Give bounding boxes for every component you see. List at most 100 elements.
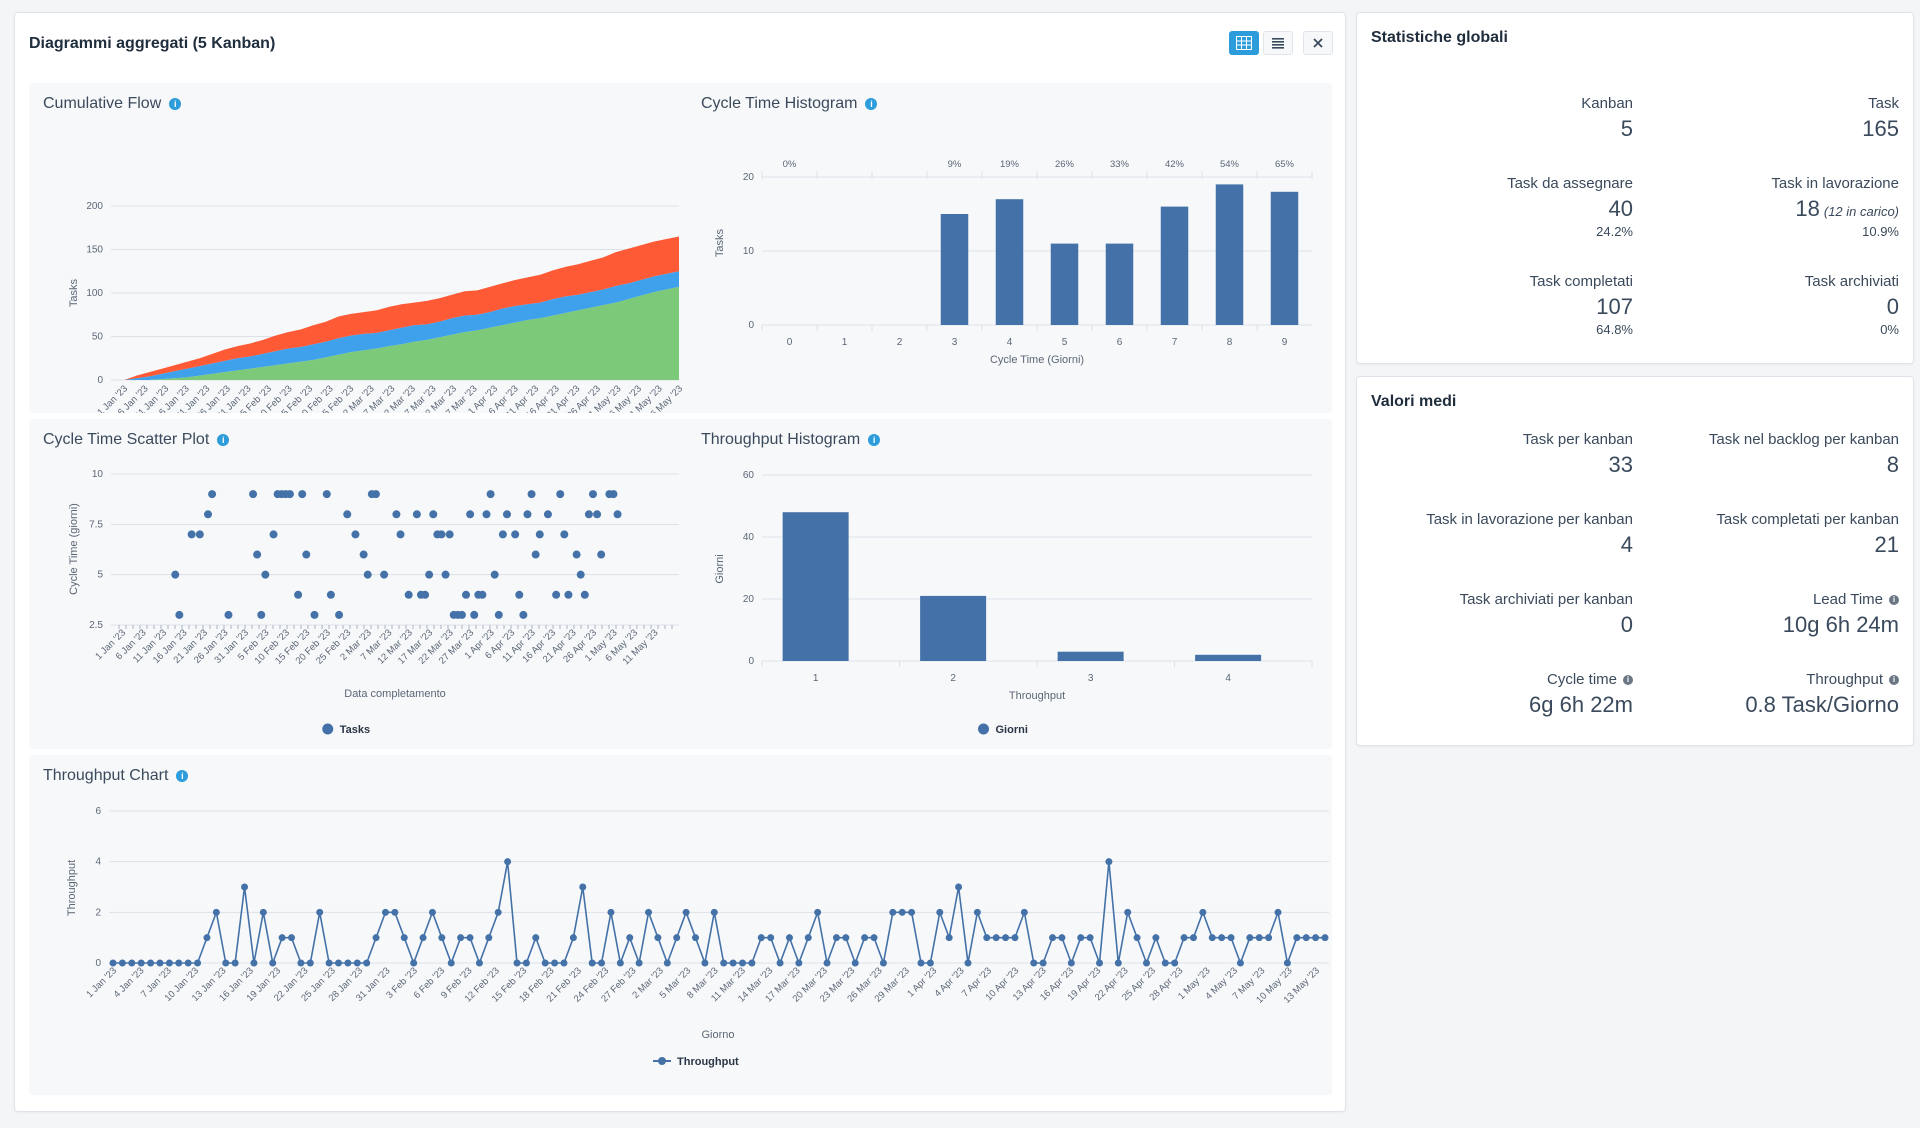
data-point: [482, 510, 491, 519]
avg-completed-per-kanban: Task completati per kanban 21: [1716, 511, 1899, 557]
data-point: [1077, 934, 1085, 942]
data-point: [371, 490, 380, 499]
data-point: [425, 570, 434, 579]
info-icon[interactable]: i: [865, 98, 878, 110]
y-tick-label: 2: [95, 907, 101, 918]
data-point: [861, 934, 869, 942]
data-point: [1293, 934, 1301, 942]
data-point: [259, 908, 267, 916]
data-point: [109, 959, 117, 967]
y-tick-label: 0: [97, 375, 103, 386]
data-point: [1152, 934, 1160, 942]
x-axis-label: Cycle Time (Giorni): [990, 354, 1084, 366]
x-axis-label: Data completamento: [344, 688, 446, 700]
legend-label: Throughput: [677, 1056, 739, 1068]
info-icon[interactable]: i: [217, 434, 230, 446]
data-point: [288, 934, 296, 942]
bar: [782, 512, 849, 661]
y-tick-label: 40: [743, 532, 755, 543]
panel-toolbar: [1229, 31, 1333, 55]
data-point: [351, 530, 360, 539]
data-point: [419, 934, 427, 942]
y-tick-label: 10: [743, 246, 755, 257]
data-point: [515, 590, 524, 599]
data-point: [522, 959, 530, 967]
data-point: [597, 550, 606, 559]
y-axis-label: Throughput: [66, 860, 78, 916]
y-tick-label: 20: [743, 172, 755, 183]
throughput-line: [113, 861, 1325, 966]
cycle-time-histogram-chart: 20 10 0 Tasks 0% 9% 19% 26% 33% 42% 54% 65% 0 1 2 3 4 5 6 7…: [714, 159, 1313, 366]
bar: [1215, 184, 1244, 325]
data-point: [1274, 908, 1282, 916]
legend-marker: [978, 723, 989, 735]
info-icon[interactable]: i: [868, 434, 881, 446]
y-tick-label: 7.5: [89, 519, 103, 530]
data-point: [410, 959, 418, 967]
info-icon[interactable]: i: [169, 98, 182, 110]
data-point: [335, 610, 344, 619]
table-grid-icon[interactable]: [1229, 31, 1259, 55]
data-point: [532, 934, 540, 942]
data-point: [535, 530, 544, 539]
complete-area: [124, 286, 679, 380]
data-point: [1312, 934, 1320, 942]
panel-title: Valori medi: [1371, 393, 1457, 410]
data-point: [1039, 959, 1047, 967]
data-point: [204, 510, 213, 519]
data-point: [466, 510, 475, 519]
info-icon[interactable]: i: [1889, 594, 1899, 605]
bar: [1270, 191, 1299, 325]
data-point: [429, 510, 438, 519]
data-point: [1255, 934, 1263, 942]
backlog-area: [124, 236, 679, 380]
percent-label: 42%: [1165, 159, 1185, 170]
data-point: [842, 934, 850, 942]
data-point: [1246, 934, 1254, 942]
legend-label: Tasks: [340, 724, 370, 736]
y-tick-label: 2.5: [89, 620, 103, 631]
close-icon[interactable]: [1303, 31, 1333, 55]
data-point: [494, 908, 502, 916]
info-icon[interactable]: i: [176, 770, 189, 782]
chart-title: Cumulative Flow: [43, 95, 162, 112]
data-point: [701, 959, 709, 967]
percent-label: 0%: [783, 159, 797, 170]
list-icon[interactable]: [1263, 31, 1293, 55]
y-axis-label: Cycle Time (giorni): [68, 503, 80, 595]
data-point: [832, 934, 840, 942]
stat-kanban: Kanban 5: [1581, 95, 1633, 141]
data-point: [983, 934, 991, 942]
data-point: [363, 959, 371, 967]
data-point: [654, 934, 662, 942]
avg-wip-per-kanban: Task in lavorazione per kanban 4: [1426, 511, 1633, 557]
data-point: [1208, 934, 1216, 942]
data-point: [316, 908, 324, 916]
data-point: [804, 934, 812, 942]
stat-completati: Task completati 107 64.8%: [1529, 273, 1633, 337]
data-point: [297, 959, 305, 967]
data-point: [156, 959, 164, 967]
y-tick-label: 60: [743, 470, 755, 481]
data-point: [1030, 959, 1038, 967]
panel-title: Diagrammi aggregati (5 Kanban): [29, 35, 276, 52]
data-point: [306, 959, 314, 967]
data-point: [795, 959, 803, 967]
average-values-panel: Valori medi Task per kanban 33 Task nel …: [1356, 376, 1914, 746]
info-icon[interactable]: i: [1889, 674, 1899, 685]
data-point: [498, 530, 507, 539]
data-point: [1227, 934, 1235, 942]
data-point: [738, 959, 746, 967]
note: (12 in carico): [1823, 204, 1899, 219]
avg-cycle-time: Cycle time i 6g 6h 22m: [1529, 671, 1633, 717]
info-icon[interactable]: i: [1623, 674, 1633, 685]
data-point: [598, 959, 606, 967]
data-point: [392, 510, 401, 519]
data-point: [249, 490, 258, 499]
y-tick-label: 10: [92, 469, 104, 480]
data-point: [326, 590, 335, 599]
data-point: [607, 908, 615, 916]
